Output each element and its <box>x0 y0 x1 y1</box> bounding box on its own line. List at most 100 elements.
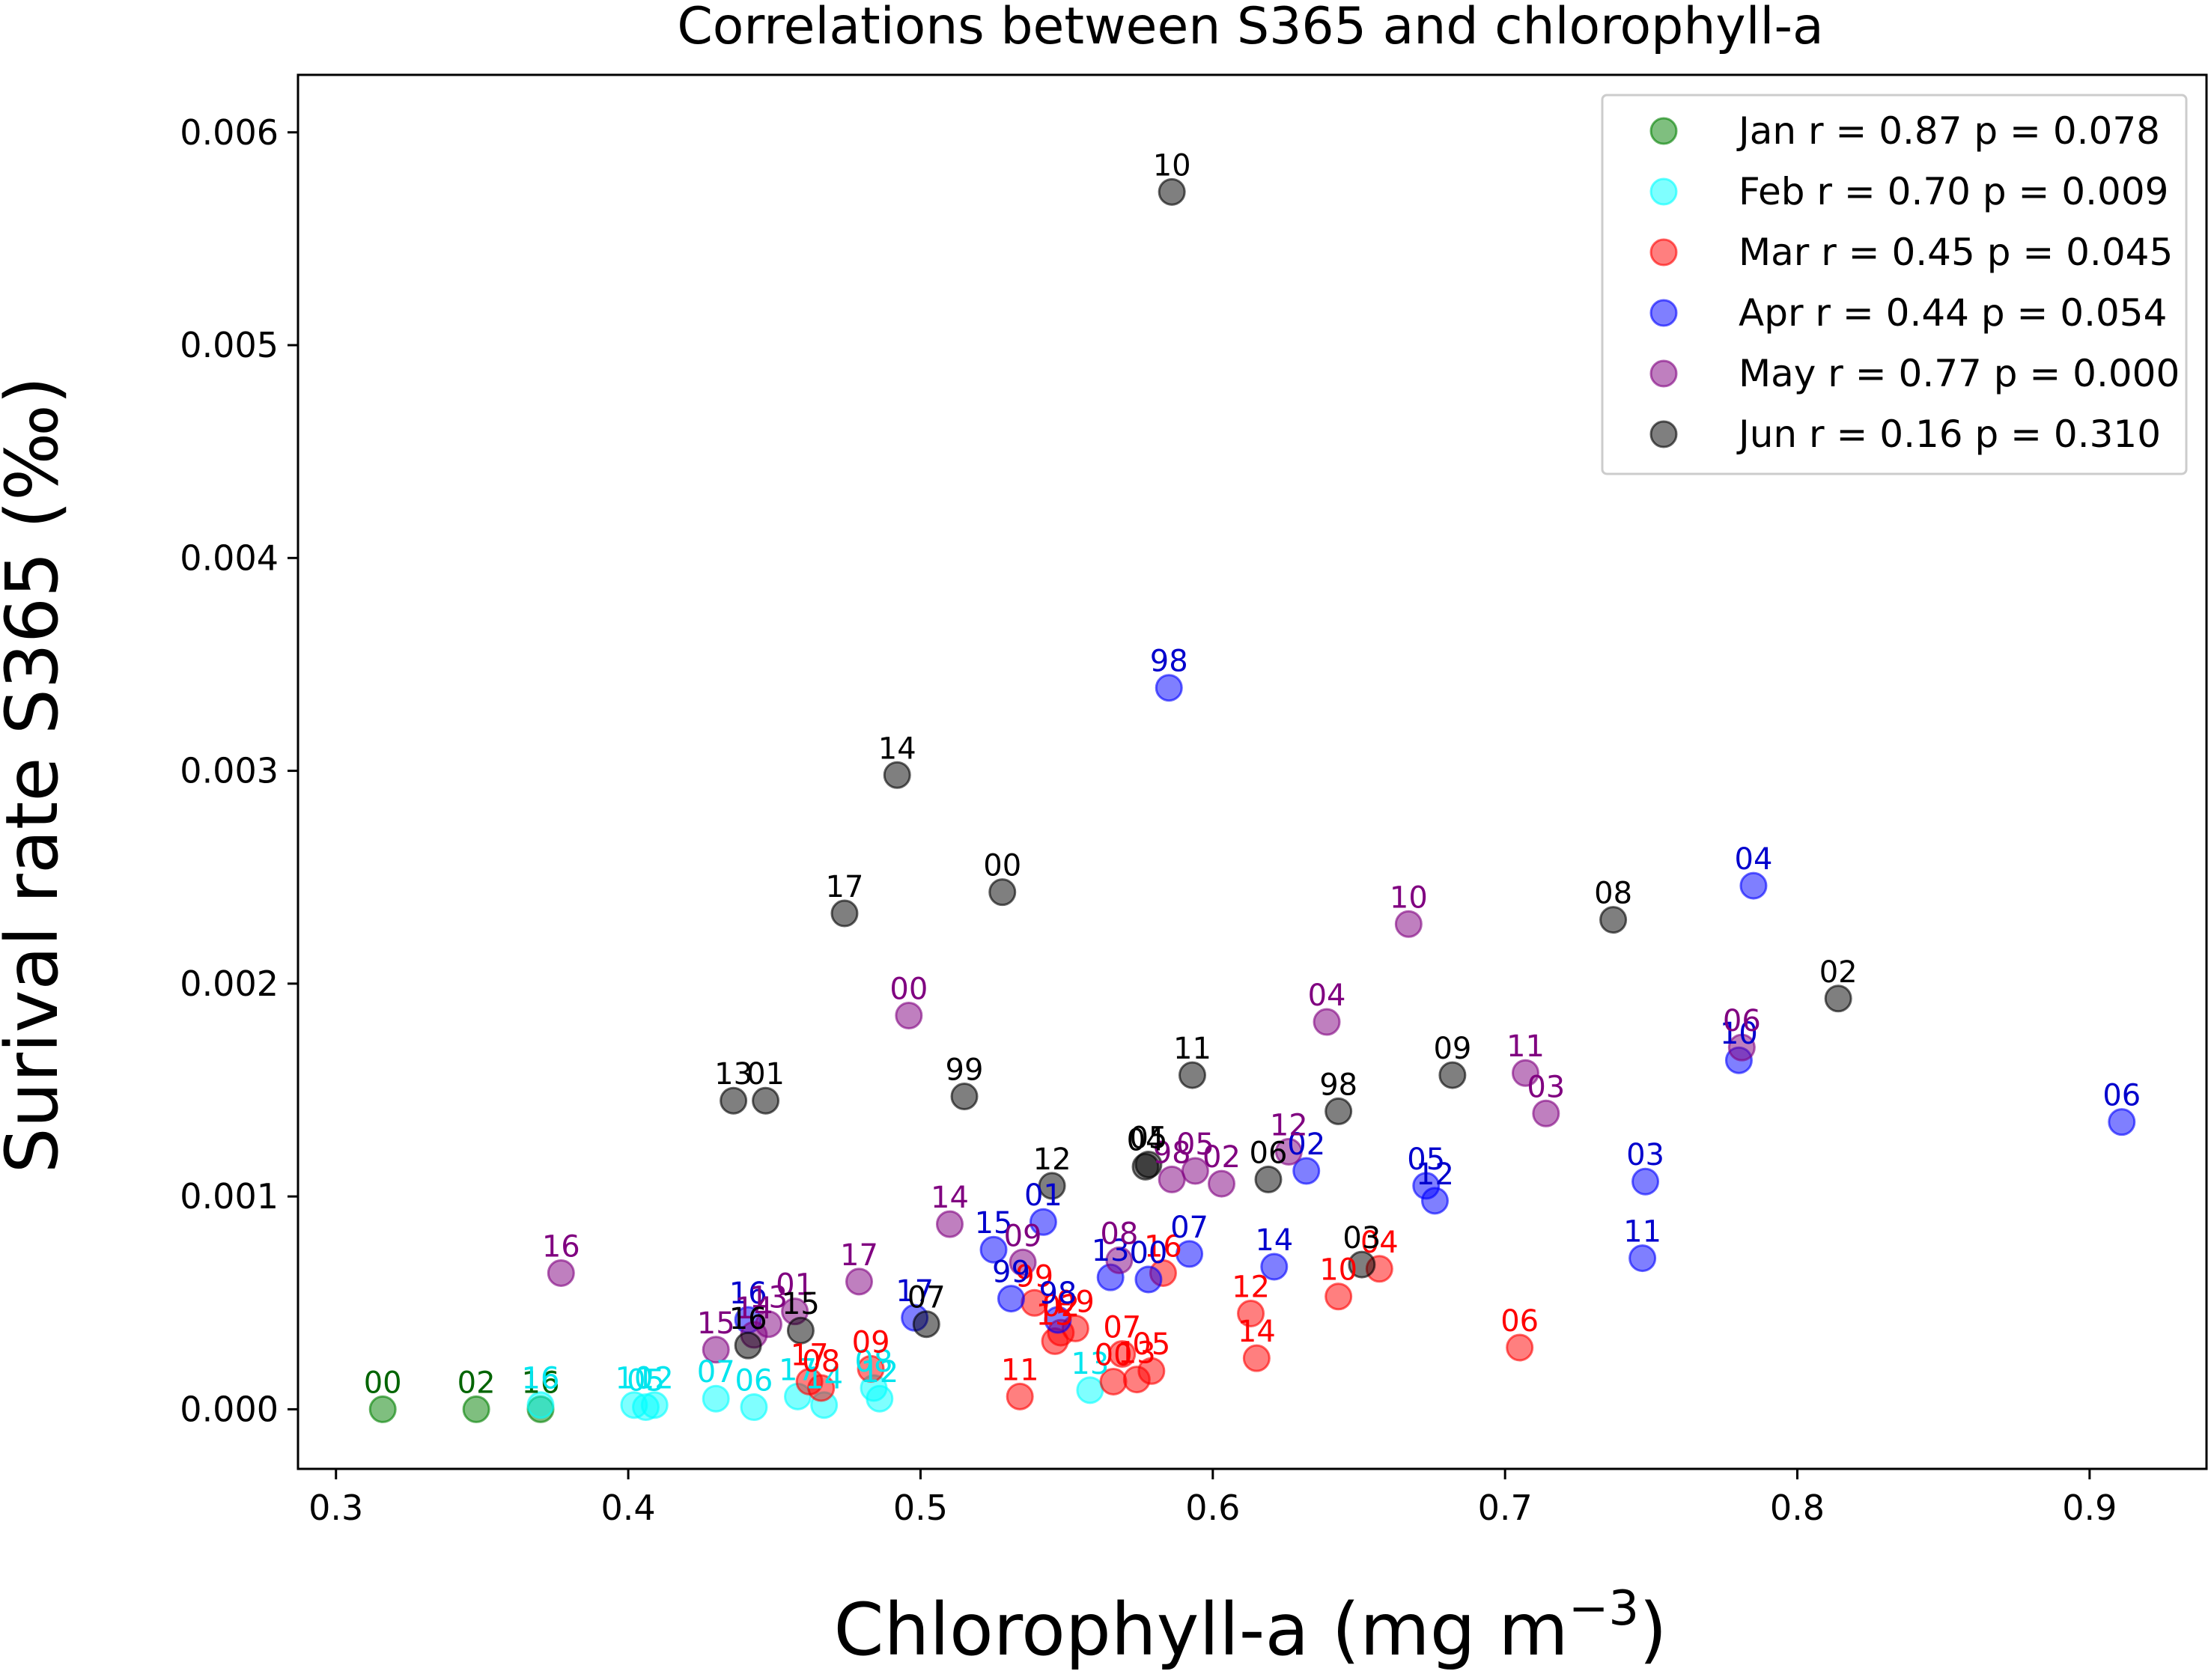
point-label-may: 16 <box>542 1229 580 1264</box>
data-point-apr <box>1155 674 1183 702</box>
data-point-apr <box>1292 1157 1321 1185</box>
point-label-jun: 12 <box>1033 1142 1071 1177</box>
point-label-jun: 98 <box>1319 1068 1357 1102</box>
data-point-jun <box>1438 1061 1467 1089</box>
point-label-mar: 09 <box>852 1325 890 1360</box>
legend-label-jun: Jun r = 0.16 p = 0.310 <box>1736 413 2161 456</box>
data-point-jun <box>1599 906 1628 934</box>
data-point-mar <box>807 1374 836 1402</box>
data-point-may <box>1208 1169 1236 1198</box>
point-label-apr: 03 <box>1626 1138 1664 1172</box>
x-axis-label-superscript: −3 <box>1569 1581 1639 1637</box>
data-point-may <box>935 1210 964 1238</box>
data-point-jun <box>950 1083 979 1111</box>
x-axis: 0.3 0.4 0.5 0.6 0.7 0.8 0.9 <box>308 1469 2117 1528</box>
data-point-feb <box>702 1384 730 1413</box>
point-label-jun: 14 <box>878 731 916 766</box>
point-label-jun: 05 <box>1129 1121 1167 1155</box>
point-label-may: 05 <box>1176 1127 1214 1162</box>
point-label-jun: 10 <box>1153 148 1191 183</box>
data-point-mar <box>1237 1299 1265 1327</box>
point-label-may: 17 <box>840 1238 878 1273</box>
legend: Jan r = 0.87 p = 0.078 Feb r = 0.70 p = 0… <box>1601 94 2188 475</box>
data-point-apr <box>997 1285 1025 1313</box>
data-point-feb <box>1076 1376 1104 1404</box>
point-label-may: 04 <box>1308 979 1346 1013</box>
point-label-may: 10 <box>1390 880 1428 915</box>
point-label-jun: 03 <box>1342 1221 1381 1256</box>
point-label-jun: 07 <box>907 1281 946 1315</box>
point-label-mar: 04 <box>1360 1226 1399 1260</box>
legend-box <box>1601 94 2188 475</box>
data-point-jun <box>1178 1061 1206 1089</box>
data-point-apr <box>1631 1167 1660 1196</box>
x-tick-label: 0.4 <box>601 1488 656 1528</box>
point-label-mar: 02 <box>1041 1289 1080 1324</box>
point-label-apr: 12 <box>1416 1157 1454 1192</box>
data-point-may <box>1727 1033 1756 1062</box>
data-point-may <box>1532 1099 1560 1127</box>
point-label-mar: 09 <box>1056 1285 1095 1319</box>
point-label-may: 02 <box>1202 1140 1241 1175</box>
data-point-may <box>702 1336 730 1364</box>
point-label-may: 12 <box>1270 1108 1308 1142</box>
point-label-apr: 17 <box>895 1274 934 1309</box>
legend-marker-jun <box>1649 420 1678 448</box>
data-point-may <box>1394 910 1423 938</box>
point-label-jan: 00 <box>364 1366 402 1400</box>
point-label-apr: 98 <box>1038 1276 1077 1311</box>
data-point-apr <box>1134 1265 1163 1294</box>
chart-title: Correlations between S365 and chlorophyl… <box>677 0 1823 56</box>
data-point-may <box>754 1310 782 1339</box>
point-label-mar: 17 <box>791 1338 829 1372</box>
data-point-may <box>1105 1246 1134 1274</box>
point-label-feb: 08 <box>855 1345 893 1379</box>
data-point-mar <box>1137 1357 1166 1385</box>
data-point-jun <box>1134 1150 1163 1178</box>
x-axis-label-tail: ) <box>1639 1588 1667 1672</box>
data-point-apr <box>1420 1187 1449 1215</box>
point-label-feb: 13 <box>1071 1347 1109 1381</box>
point-label-mar: 15 <box>1036 1297 1074 1332</box>
data-point-mar <box>1108 1339 1137 1368</box>
data-point-mar <box>1242 1344 1271 1372</box>
point-label-feb: 17 <box>779 1353 817 1387</box>
y-tick-label: 0.003 <box>180 751 279 791</box>
y-tick-label: 0.000 <box>180 1389 279 1429</box>
data-point-apr <box>1260 1253 1289 1281</box>
point-label-mar: 10 <box>1319 1253 1357 1288</box>
point-label-jun: 04 <box>1127 1123 1165 1157</box>
point-label-may: 06 <box>1723 1004 1761 1038</box>
data-point-jun <box>1325 1097 1353 1125</box>
point-label-may: 14 <box>735 1291 773 1326</box>
point-label-feb: 14 <box>805 1362 843 1396</box>
point-label-mar: 14 <box>1238 1315 1276 1349</box>
legend-marker-may <box>1649 359 1678 388</box>
y-axis-label: Surival rate S365 (‰) <box>0 377 74 1174</box>
point-label-jun: 00 <box>983 849 1021 883</box>
data-point-jun <box>734 1331 762 1360</box>
point-label-feb: 12 <box>860 1355 898 1390</box>
point-label-feb: 07 <box>697 1355 735 1390</box>
data-point-jan <box>368 1395 397 1423</box>
data-point-apr <box>2108 1108 2136 1136</box>
point-label-mar: 99 <box>1015 1259 1053 1294</box>
legend-label-jan: Jan r = 0.87 p = 0.078 <box>1736 109 2160 153</box>
data-point-jun <box>1038 1172 1066 1200</box>
point-label-may: 11 <box>1506 1029 1545 1064</box>
data-point-may <box>1274 1137 1303 1166</box>
data-point-mar <box>1506 1333 1534 1362</box>
data-point-may <box>1511 1059 1539 1087</box>
point-label-feb: 16 <box>522 1362 560 1396</box>
legend-marker-mar <box>1649 238 1678 267</box>
legend-marker-feb <box>1649 177 1678 206</box>
x-tick-label: 0.9 <box>2062 1488 2117 1528</box>
point-label-mar: 11 <box>1001 1353 1039 1387</box>
y-tick-label: 0.006 <box>180 112 279 153</box>
point-label-jun: 99 <box>946 1053 984 1088</box>
data-point-feb <box>526 1391 555 1419</box>
point-label-mar: 08 <box>802 1345 840 1379</box>
data-point-jun <box>1348 1250 1376 1279</box>
points-layer <box>368 177 2136 1423</box>
